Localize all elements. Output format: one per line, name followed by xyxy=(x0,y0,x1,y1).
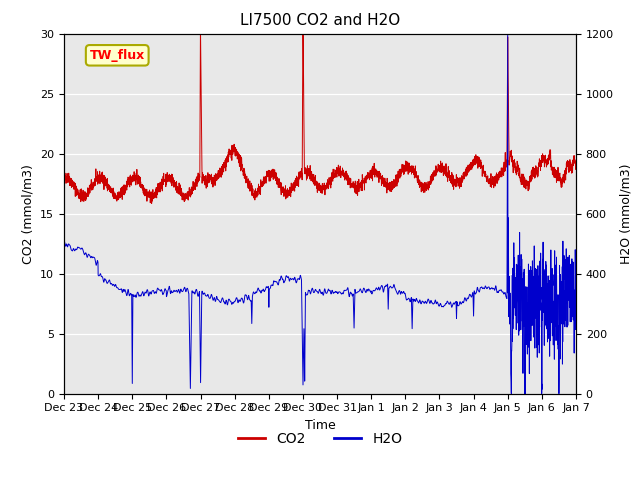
Text: TW_flux: TW_flux xyxy=(90,49,145,62)
X-axis label: Time: Time xyxy=(305,419,335,432)
Title: LI7500 CO2 and H2O: LI7500 CO2 and H2O xyxy=(240,13,400,28)
Y-axis label: CO2 (mmol/m3): CO2 (mmol/m3) xyxy=(22,164,35,264)
Y-axis label: H2O (mmol/m3): H2O (mmol/m3) xyxy=(620,163,632,264)
Legend: CO2, H2O: CO2, H2O xyxy=(232,426,408,452)
